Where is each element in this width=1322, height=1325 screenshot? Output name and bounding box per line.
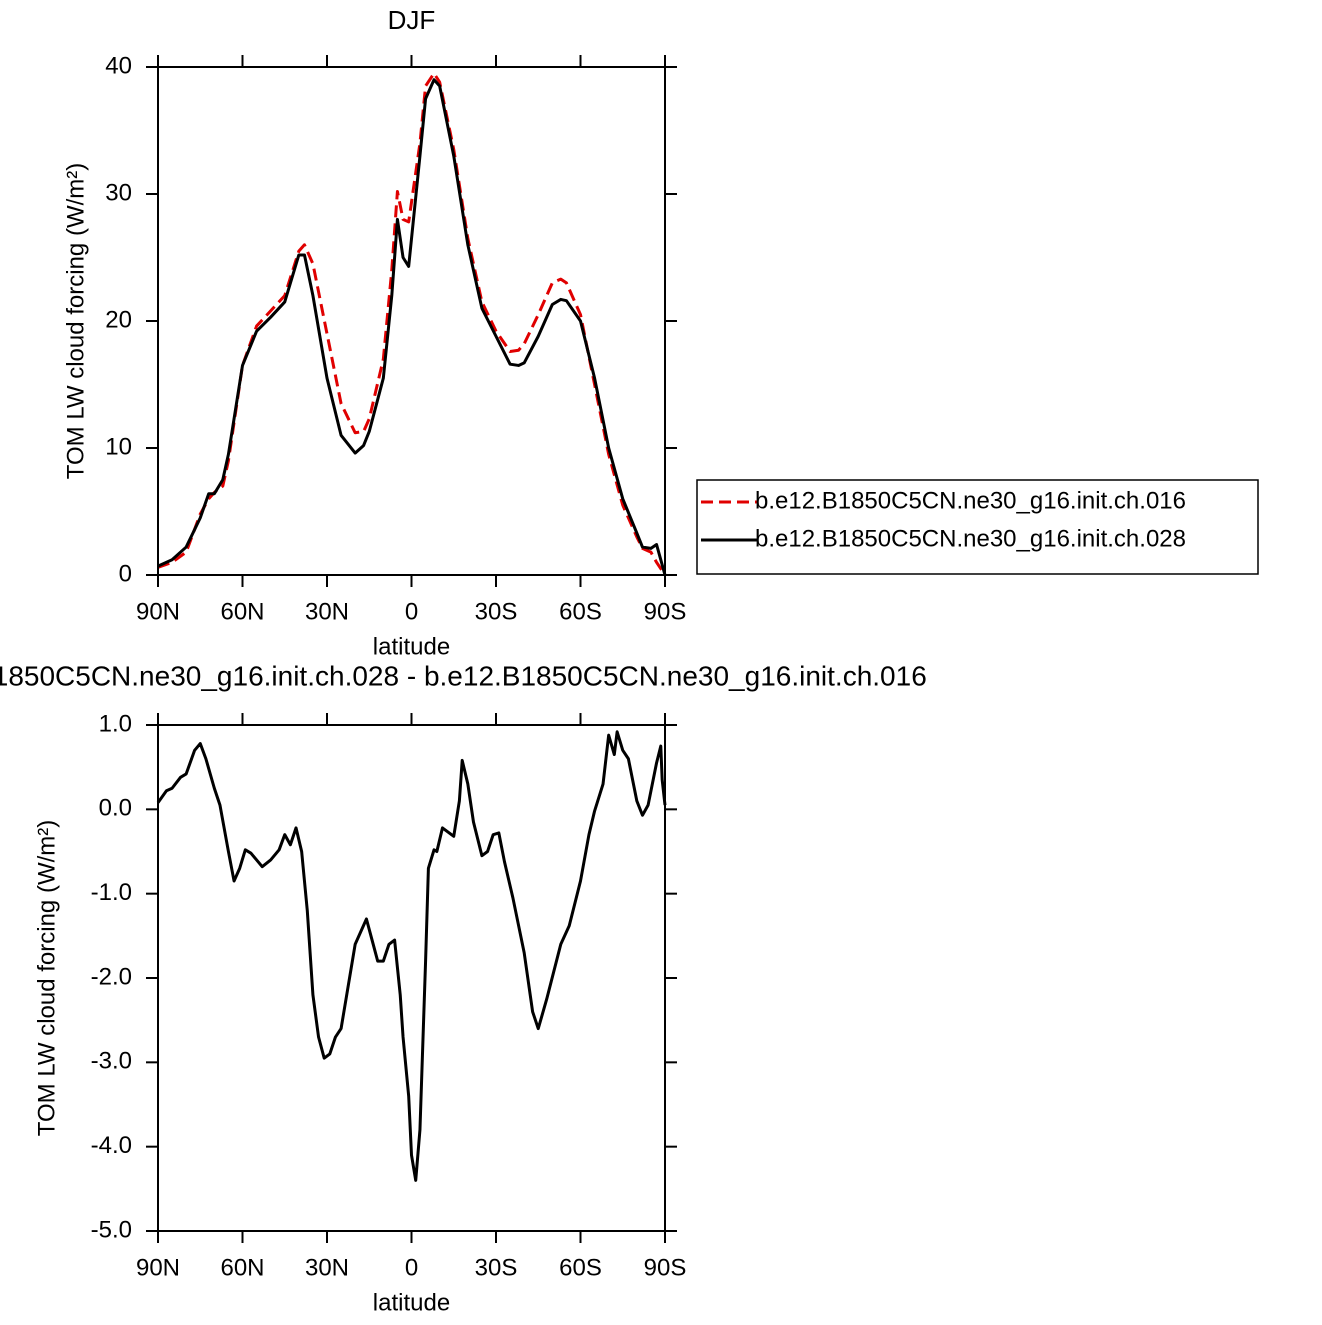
plot-frame <box>157 724 666 1232</box>
x-tick-label: 60S <box>559 1254 602 1281</box>
x-tick-label: 0 <box>405 1254 418 1281</box>
x-axis-label: latitude <box>373 633 450 660</box>
chart-title: b.e12.B1850C5CN.ne30_g16.init.ch.028 - b… <box>0 660 927 691</box>
legend-label: b.e12.B1850C5CN.ne30_g16.init.ch.028 <box>755 525 1186 552</box>
x-tick-label: 90N <box>136 598 180 625</box>
data-line <box>157 78 667 576</box>
y-axis-label: TOM LW cloud forcing (W/m²) <box>62 163 89 479</box>
x-axis-label: latitude <box>373 1289 450 1316</box>
x-tick-label: 60N <box>220 1254 264 1281</box>
data-line <box>156 730 667 1182</box>
data-line <box>157 71 667 576</box>
x-tick-label: 0 <box>405 598 418 625</box>
x-tick-label: 30N <box>305 598 349 625</box>
y-tick-label: 0 <box>119 560 132 587</box>
y-tick-label: -1.0 <box>91 879 132 906</box>
plot-frame <box>157 66 666 576</box>
chart-title: DJF <box>388 5 436 35</box>
y-tick-label: 20 <box>105 306 132 333</box>
y-tick-label: 40 <box>105 52 132 79</box>
y-axis-label: TOM LW cloud forcing (W/m²) <box>33 820 60 1136</box>
x-tick-label: 90S <box>644 1254 687 1281</box>
legend-box <box>696 479 1259 575</box>
x-tick-label: 90N <box>136 1254 180 1281</box>
y-tick-label: -2.0 <box>91 963 132 990</box>
x-tick-label: 30S <box>475 598 518 625</box>
y-tick-label: 0.0 <box>99 795 132 822</box>
y-tick-label: -5.0 <box>91 1216 132 1243</box>
x-tick-label: 90S <box>644 598 687 625</box>
x-tick-label: 60S <box>559 598 602 625</box>
y-tick-label: -4.0 <box>91 1132 132 1159</box>
y-tick-label: 10 <box>105 433 132 460</box>
x-tick-label: 30N <box>305 1254 349 1281</box>
x-tick-label: 60N <box>220 598 264 625</box>
y-tick-label: 30 <box>105 179 132 206</box>
legend-label: b.e12.B1850C5CN.ne30_g16.init.ch.016 <box>755 487 1186 514</box>
y-tick-label: -3.0 <box>91 1048 132 1075</box>
y-tick-label: 1.0 <box>99 710 132 737</box>
x-tick-label: 30S <box>475 1254 518 1281</box>
